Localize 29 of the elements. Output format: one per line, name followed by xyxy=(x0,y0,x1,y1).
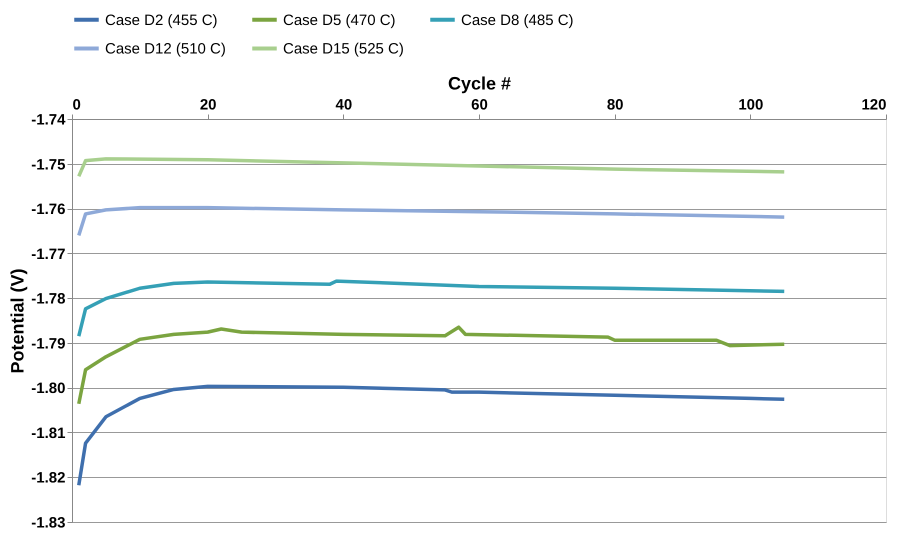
x-axis-title: Cycle # xyxy=(448,74,512,94)
legend-label: Case D5 (470 C) xyxy=(283,12,396,29)
y-axis-title: Potential (V) xyxy=(7,268,28,374)
y-tick-label: -1.77 xyxy=(31,246,66,263)
y-tick-label: -1.81 xyxy=(31,424,66,442)
y-tick-label: -1.82 xyxy=(31,470,66,487)
x-tick-label: 100 xyxy=(738,96,764,114)
line-series xyxy=(77,279,786,338)
x-tick-label: 40 xyxy=(335,96,352,114)
legend-label: Case D8 (485 C) xyxy=(461,12,574,29)
line-series xyxy=(77,206,786,238)
y-tick-label: -1.79 xyxy=(31,335,66,352)
y-tick-label: -1.76 xyxy=(31,201,66,218)
line-series xyxy=(77,384,786,488)
x-tick-label: 0 xyxy=(72,96,81,114)
x-tick-label: 120 xyxy=(861,96,886,114)
y-tick-label: -1.83 xyxy=(31,514,66,532)
legend-label: Case D2 (455 C) xyxy=(105,12,218,29)
line-series xyxy=(77,325,786,406)
y-tick-label: -1.74 xyxy=(31,112,66,128)
x-tick-label: 80 xyxy=(606,96,624,114)
y-tick-label: -1.78 xyxy=(31,290,66,308)
legend-label: Case D12 (510 C) xyxy=(105,40,226,58)
line-series xyxy=(77,157,786,178)
y-tick-label: -1.75 xyxy=(31,156,66,174)
x-tick-label: 60 xyxy=(471,96,488,114)
y-tick-label: -1.80 xyxy=(31,380,66,398)
x-tick-label: 20 xyxy=(200,96,217,114)
legend-label: Case D15 (525 C) xyxy=(283,40,404,58)
